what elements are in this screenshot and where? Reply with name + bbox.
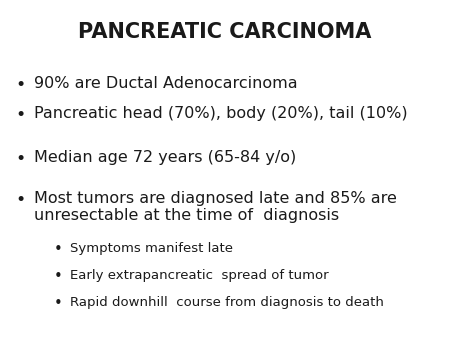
Text: Median age 72 years (65-84 y/o): Median age 72 years (65-84 y/o) xyxy=(34,150,296,165)
Text: •: • xyxy=(15,106,25,124)
Text: Early extrapancreatic  spread of tumor: Early extrapancreatic spread of tumor xyxy=(70,269,328,282)
Text: Rapid downhill  course from diagnosis to death: Rapid downhill course from diagnosis to … xyxy=(70,296,383,309)
Text: Most tumors are diagnosed late and 85% are
unresectable at the time of  diagnosi: Most tumors are diagnosed late and 85% a… xyxy=(34,191,396,223)
Text: •: • xyxy=(54,242,63,257)
Text: •: • xyxy=(15,191,25,209)
Text: •: • xyxy=(54,269,63,284)
Text: •: • xyxy=(15,150,25,168)
Text: •: • xyxy=(15,76,25,94)
Text: PANCREATIC CARCINOMA: PANCREATIC CARCINOMA xyxy=(78,22,372,42)
Text: Pancreatic head (70%), body (20%), tail (10%): Pancreatic head (70%), body (20%), tail … xyxy=(34,106,407,121)
Text: 90% are Ductal Adenocarcinoma: 90% are Ductal Adenocarcinoma xyxy=(34,76,297,91)
Text: •: • xyxy=(54,296,63,311)
Text: Symptoms manifest late: Symptoms manifest late xyxy=(70,242,233,255)
